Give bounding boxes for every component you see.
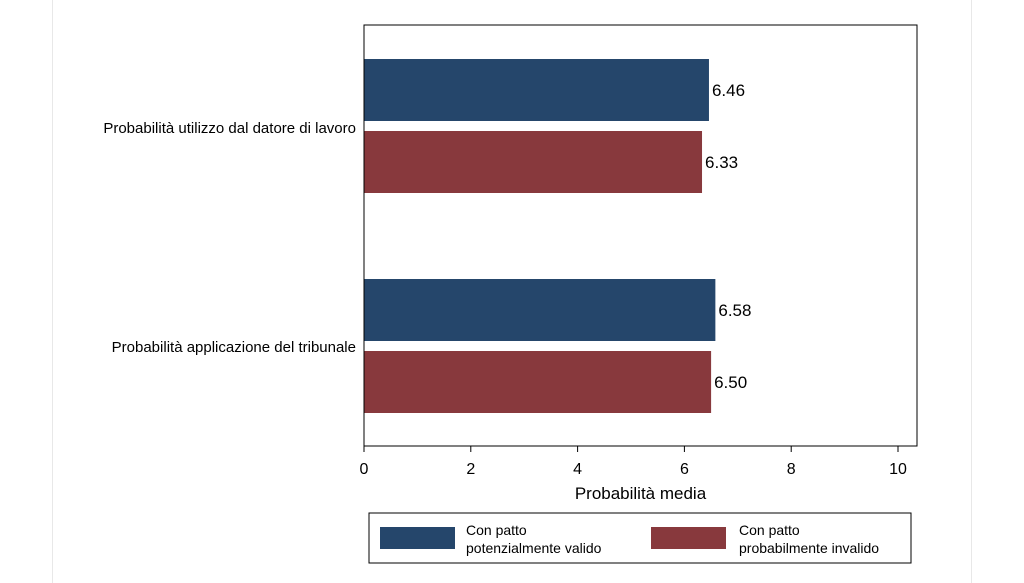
bar-1-0 [364,279,716,341]
data-label-0-1: 6.33 [705,153,738,172]
bar-1-1 [364,351,712,413]
x-axis-title: Probabilità media [575,484,707,503]
legend-box [368,512,912,564]
data-label-1-1: 6.50 [714,373,747,392]
bar-0-1 [364,131,703,193]
x-tick-label-0: 0 [360,461,369,478]
chart-frame [52,0,972,583]
category-label-0: Probabilità utilizzo dal datore di lavor… [103,120,356,137]
legend-swatch-1 [651,527,726,549]
legend-label-0-line-2: potenzialmente valido [466,540,602,556]
x-tick-label-2: 4 [573,461,582,478]
data-label-1-0: 6.58 [718,301,751,320]
x-tick-label-4: 8 [787,461,796,478]
legend: Con patto potenzialmente valido Con patt… [368,512,912,564]
bars-layer: 6.46 6.33 6.58 6.50 [364,59,751,413]
legend-label-1-line-2: probabilmente invalido [739,540,879,556]
legend-label-0-line-1: Con patto [466,522,527,538]
data-label-0-0: 6.46 [712,81,745,100]
legend-swatch-0 [380,527,455,549]
bar-0-0 [364,59,709,121]
legend-label-1: Con patto probabilmente invalido [739,522,879,556]
category-label-1: Probabilità applicazione del tribunale [112,339,356,356]
x-tick-label-5: 10 [889,461,907,478]
x-tick-label-3: 6 [680,461,689,478]
x-tick-label-1: 2 [466,461,475,478]
legend-label-0: Con patto potenzialmente valido [466,522,602,556]
x-axis: 0 2 4 6 8 10 Probabilità media [360,445,917,503]
legend-label-1-line-1: Con patto [739,522,800,538]
